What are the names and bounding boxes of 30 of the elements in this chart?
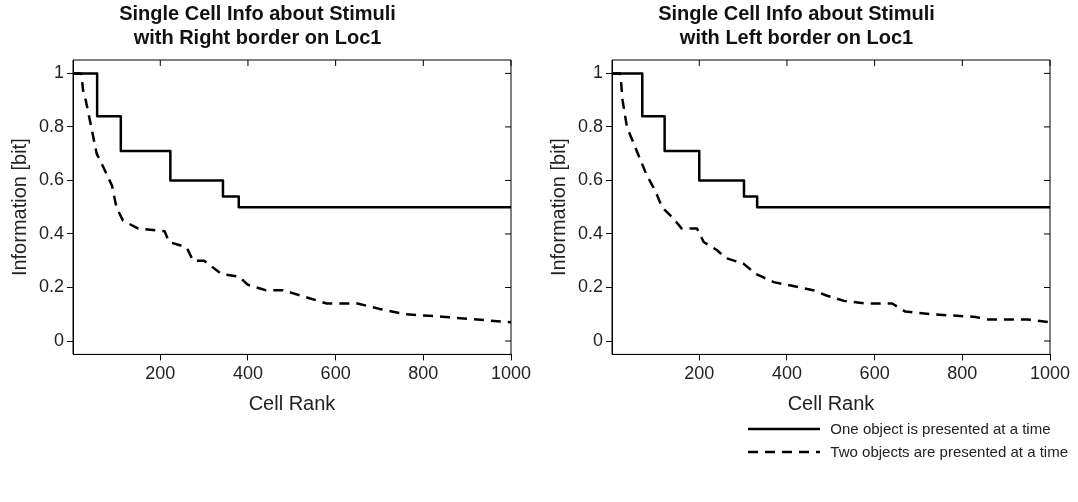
x-tick-label: 400 xyxy=(232,363,263,384)
y-axis-title: Information [bit] xyxy=(546,138,569,277)
x-axis-title: Cell Rank xyxy=(248,391,337,414)
x-tick-label: 200 xyxy=(684,363,715,384)
legend-label: One object is presented at a time xyxy=(830,420,1051,437)
y-axis-title: Information [bit] xyxy=(7,138,30,277)
chart-title: Single Cell Info about Stimuli with Left border on Loc1 xyxy=(658,1,935,48)
legend-label: Two objects are presented at a time xyxy=(830,443,1068,460)
y-tick-label: 0.6 xyxy=(577,169,604,190)
chart-title: Single Cell Info about Stimuli with Right border on Loc1 xyxy=(119,1,396,48)
y-tick-label: 0.8 xyxy=(38,115,65,136)
y-tick-label: 0.4 xyxy=(577,222,604,243)
x-axis-title: Cell Rank xyxy=(787,391,876,414)
y-tick-label: 1 xyxy=(54,62,65,83)
y-tick-label: 0.6 xyxy=(38,169,65,190)
x-tick-label: 1000 xyxy=(1029,363,1071,384)
x-tick-label: 800 xyxy=(947,363,978,384)
x-tick-label: 200 xyxy=(145,363,176,384)
y-tick-label: 0.2 xyxy=(38,276,65,297)
y-tick-label: 0.8 xyxy=(577,115,604,136)
y-tick-label: 0.2 xyxy=(577,276,604,297)
y-tick-label: 0.4 xyxy=(38,222,65,243)
y-tick-label: 1 xyxy=(593,62,604,83)
y-tick-label: 0 xyxy=(54,329,65,350)
x-tick-label: 800 xyxy=(408,363,439,384)
x-tick-label: 600 xyxy=(859,363,890,384)
x-tick-label: 400 xyxy=(771,363,802,384)
y-tick-label: 0 xyxy=(593,329,604,350)
x-tick-label: 1000 xyxy=(490,363,532,384)
x-tick-label: 600 xyxy=(320,363,351,384)
